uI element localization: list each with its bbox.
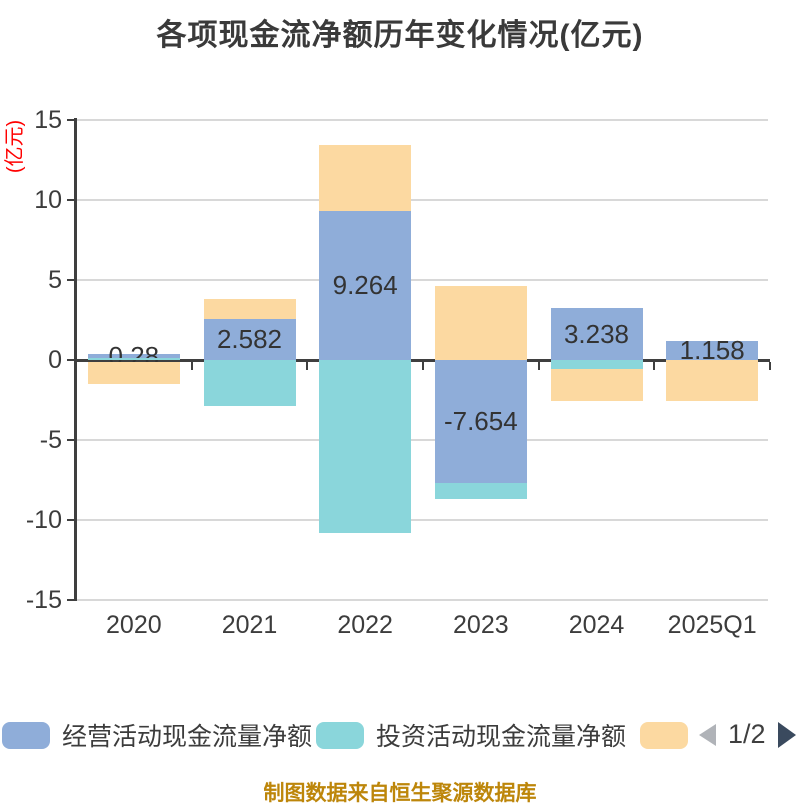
x-tick-label-2021: 2021 [221,611,278,639]
legend-pager: 1/2 [699,719,796,750]
x-tick-label-2020: 2020 [106,611,162,639]
x-tick-0 [75,361,77,370]
bar-2022-financing [319,145,412,212]
bar-2024-operating [550,308,643,360]
legend-swatch-2 [316,721,364,749]
legend-item-1[interactable]: 经营活动现金流量净额 [2,720,313,751]
y-tick-label--10: -10 [25,506,62,535]
bar-2022-operating [319,211,412,360]
x-tick-1 [190,361,193,370]
legend-swatch-1 [2,721,50,749]
bar-2020-operating [87,353,180,359]
legend-label-1: 经营活动现金流量净额 [62,723,313,751]
y-tick-10 [67,198,76,201]
gridline-y--15 [76,599,768,602]
gridline-y-10 [76,198,768,201]
gridline-y--10 [76,519,768,522]
bar-2024-financing [550,368,643,402]
y-tick-label-10: 10 [34,185,62,214]
y-tick-15 [67,118,76,121]
bar-2020-financing [87,362,180,385]
bar-2021-operating [203,318,296,360]
bar-2025Q1-financing [666,360,759,401]
x-tick-label-2025Q1: 2025Q1 [667,611,757,639]
chart-title: 各项现金流净额历年变化情况(亿元) [156,19,644,52]
x-tick-6 [769,361,771,370]
bar-2021-financing [203,298,296,319]
bar-value-label-2024: 3.238 [563,318,630,349]
y-tick-0 [67,359,76,361]
bar-2024-investing [550,360,643,369]
y-tick--15 [67,599,76,602]
legend-item-2[interactable]: 投资活动现金流量净额 [316,720,627,751]
y-tick-label-5: 5 [48,265,62,294]
next-page-icon[interactable] [777,721,796,748]
bar-2025Q1-operating [666,341,759,360]
x-tick-3 [422,361,424,370]
y-tick--5 [67,439,76,442]
bar-value-label-2023: -7.654 [443,405,518,436]
zero-axis-line [76,358,770,362]
data-source-caption: 制图数据来自恒生聚源数据库 [263,782,537,805]
legend-swatch-3 [640,721,688,749]
x-tick-label-2023: 2023 [453,611,509,639]
x-tick-5 [653,361,656,370]
bar-2023-financing [434,285,527,360]
y-tick-label--5: -5 [39,426,62,455]
pager-label: 1/2 [728,719,766,749]
bar-value-label-2022: 9.264 [332,270,398,301]
gridline-y--5 [76,439,768,442]
y-tick-label-0: 0 [48,346,62,374]
gridline-y-5 [76,278,768,281]
bar-2022-investing [319,360,412,533]
legend-label-2: 投资活动现金流量净额 [376,723,627,751]
x-tick-label-2022: 2022 [337,611,393,639]
y-tick--10 [67,519,76,522]
bar-2023-investing [434,482,527,499]
x-tick-label-2024: 2024 [568,611,625,639]
y-axis-line [74,118,77,601]
bar-2023-operating [434,360,527,483]
gridline-y-15 [76,118,768,121]
bar-value-label-2025Q1: 1.158 [679,335,745,366]
x-tick-2 [306,361,309,370]
bar-value-label-2021: 2.582 [216,323,283,354]
bar-2021-investing [203,360,296,407]
y-tick-5 [67,278,76,281]
legend-item-3[interactable] [640,720,688,750]
bar-2020-investing [87,358,180,360]
prev-page-icon[interactable] [699,723,716,746]
y-tick-label--15: -15 [25,586,62,615]
y-tick-label-15: 15 [34,105,62,134]
x-tick-4 [537,361,540,370]
